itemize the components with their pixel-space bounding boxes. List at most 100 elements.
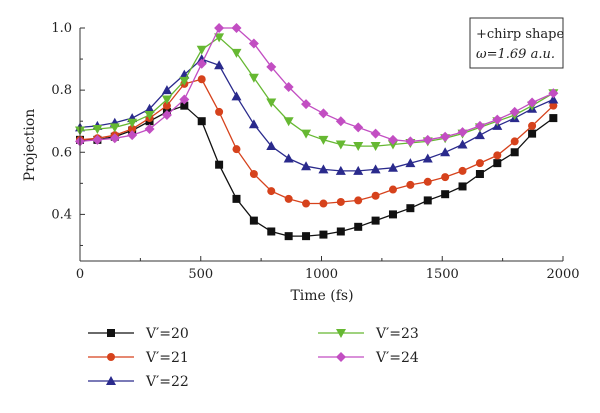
series-2-point xyxy=(458,166,467,175)
series-1-point xyxy=(458,182,467,191)
series-5-point xyxy=(509,106,520,117)
series-5-point xyxy=(318,108,329,119)
x-tick-label: 1000 xyxy=(305,267,338,282)
series-4-point xyxy=(318,135,329,145)
series-1-point xyxy=(284,232,293,241)
series-2-point xyxy=(162,101,171,110)
series-2-point xyxy=(232,145,241,154)
series-1-point xyxy=(354,222,363,231)
series-1-point xyxy=(441,190,450,199)
series-5 xyxy=(75,23,559,147)
series-1-point xyxy=(180,101,189,110)
series-1-point xyxy=(510,148,519,157)
series-3-point xyxy=(196,54,207,64)
series-4-point xyxy=(144,110,155,120)
series-3-point xyxy=(405,158,416,168)
series-3-point xyxy=(231,91,242,101)
series-5-point xyxy=(548,88,559,99)
series-2-point xyxy=(528,121,537,130)
series-3-point xyxy=(144,103,155,113)
series-3-point xyxy=(214,60,225,70)
series-5-point xyxy=(353,122,364,133)
annotation-frame xyxy=(469,17,564,69)
series-1-point xyxy=(475,170,484,179)
series-2-point xyxy=(284,194,293,203)
series-4-point xyxy=(92,124,103,134)
x-tick-label: 2000 xyxy=(546,267,579,282)
series-3-point xyxy=(318,164,329,174)
series-2-point xyxy=(302,199,311,208)
series-3-point xyxy=(353,165,364,175)
series-4-point xyxy=(161,95,172,105)
legend-item-2: V′=21 xyxy=(88,350,189,366)
series-3-point xyxy=(474,130,485,140)
series-2-point xyxy=(549,101,558,110)
plot-area xyxy=(75,23,559,241)
y-tick-label: 0.6 xyxy=(51,145,72,160)
series-4-point xyxy=(248,73,259,83)
legend-item-1: V′=20 xyxy=(88,326,189,342)
series-1-point xyxy=(215,160,224,169)
series-5-point xyxy=(527,97,538,108)
series-5-point xyxy=(179,94,190,105)
series-5-point xyxy=(266,61,277,72)
series-5-point xyxy=(474,120,485,131)
series-3-point xyxy=(387,162,398,172)
legend-marker xyxy=(336,352,346,362)
series-4-point xyxy=(301,129,312,139)
series-2-point xyxy=(441,173,450,182)
series-4-point xyxy=(231,48,242,58)
series-1-point xyxy=(232,194,241,203)
legend-marker xyxy=(106,376,116,385)
series-1-point xyxy=(249,216,258,225)
series-5-point xyxy=(335,116,346,127)
series-4 xyxy=(75,33,559,152)
series-4-line xyxy=(79,36,554,147)
series-3-point xyxy=(301,161,312,171)
series-4-point xyxy=(283,117,294,127)
series-1-point xyxy=(371,216,380,225)
series-1-point xyxy=(319,230,328,239)
series-1-point xyxy=(423,196,432,205)
series-5-point xyxy=(144,123,155,134)
x-tick-label: 1500 xyxy=(426,267,459,282)
series-5-point xyxy=(92,134,103,145)
annotation-box: +chirp shape ω=1.69 a.u. xyxy=(469,17,564,69)
legend-label: V′=23 xyxy=(375,326,419,342)
series-1-point xyxy=(336,227,345,236)
series-3-line xyxy=(79,58,554,172)
series-1-point xyxy=(493,159,502,168)
y-tick-label: 0.8 xyxy=(51,83,72,98)
series-2-point xyxy=(336,197,345,206)
series-1-point xyxy=(267,227,276,236)
series-4-point xyxy=(266,98,277,108)
y-axis-title: Projection xyxy=(22,109,38,182)
y-tick-label: 1.0 xyxy=(51,21,72,36)
y-tick-label: 0.4 xyxy=(51,207,72,222)
legend-item-4: V′=23 xyxy=(318,326,419,342)
series-3-point xyxy=(248,119,259,129)
legend-label: V′=20 xyxy=(145,326,189,342)
series-5-point xyxy=(161,109,172,120)
series-5-point xyxy=(231,23,242,33)
series-5-point xyxy=(457,127,468,138)
series-2-point xyxy=(510,137,519,146)
series-2-point xyxy=(371,191,380,200)
series-4-point xyxy=(109,123,120,133)
series-2-point xyxy=(128,124,137,133)
axes: 0 500 1000 1500 2000 0.4 0.6 0.8 1.0 xyxy=(51,21,579,282)
legend-label: V′=24 xyxy=(375,350,419,366)
series-3-point xyxy=(548,94,559,104)
series-1-point xyxy=(406,204,415,213)
series-5-point xyxy=(127,130,138,141)
series-5-point xyxy=(492,114,503,125)
legend-item-5: V′=24 xyxy=(318,350,419,366)
series-2-point xyxy=(267,187,276,196)
series-3-point xyxy=(370,164,381,174)
series-1-point xyxy=(302,232,311,241)
series-3-point xyxy=(283,153,294,163)
series-5-point xyxy=(387,134,398,145)
series-5-point xyxy=(196,58,207,69)
